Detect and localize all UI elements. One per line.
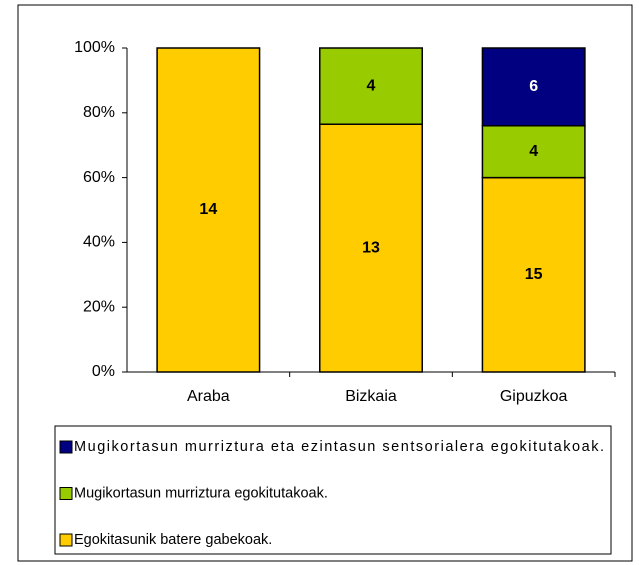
y-tick-label: 60% [83,169,115,186]
bar-segment [319,123,423,373]
y-tick-label: 80% [83,104,115,121]
y-tick-label: 0% [92,363,115,380]
x-tick-label: Gipuzkoa [500,388,568,405]
x-tick-label: Araba [187,388,230,405]
data-label: 4 [367,77,376,94]
data-label: 14 [199,201,217,218]
data-label: 15 [525,266,543,283]
x-tick-label: Bizkaia [345,388,397,405]
bar-segment [481,47,586,127]
bar-segment [319,47,423,125]
bar-segment [156,47,261,373]
legend-label: Mugikortasun murriztura egokitutakoak. [74,485,328,501]
data-label: 13 [362,239,380,256]
legend-label: Mugikortasun murriztura eta ezintasun se… [74,439,604,455]
data-label: 6 [529,78,538,95]
legend-swatch [59,533,73,547]
y-tick-label: 100% [74,39,115,56]
legend-box [54,425,612,555]
data-label: 4 [529,143,538,160]
legend-label: Egokitasunik batere gabekoak. [74,532,272,548]
y-tick-label: 20% [83,298,115,315]
legend-swatch [59,440,73,454]
legend-swatch [59,487,73,500]
y-tick-label: 40% [83,234,115,251]
